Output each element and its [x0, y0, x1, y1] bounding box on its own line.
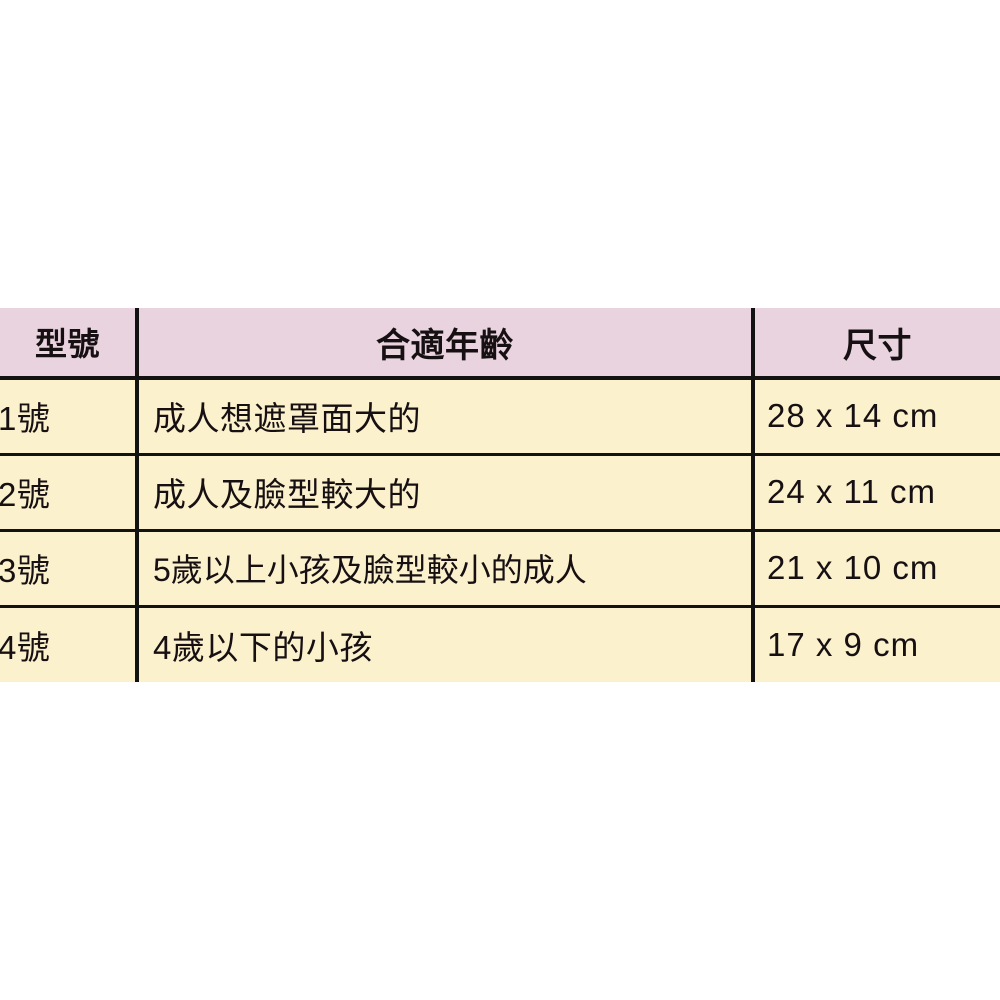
table-body: 1號 成人想遮罩面大的 28 x 14 cm 2號 成人及臉型較大的 24 x … [0, 378, 1000, 682]
cell-size: 17 x 9 cm [751, 604, 1000, 682]
cell-age: 5歲以上小孩及臉型較小的成人 [135, 528, 753, 606]
cell-age: 4歲以下的小孩 [135, 604, 753, 682]
cell-age: 成人想遮罩面大的 [135, 378, 753, 454]
table-row: 1號 成人想遮罩面大的 28 x 14 cm [0, 378, 1000, 454]
cell-model: 2號 [0, 452, 137, 530]
table-row: 2號 成人及臉型較大的 24 x 11 cm [0, 452, 1000, 530]
table-row: 4號 4歲以下的小孩 17 x 9 cm [0, 604, 1000, 682]
column-header-model: 型號 [0, 308, 137, 380]
column-header-size: 尺寸 [751, 308, 1000, 380]
cell-model: 1號 [0, 378, 137, 454]
column-header-age: 合適年齡 [135, 308, 753, 380]
table-header: 型號 合適年齡 尺寸 [0, 308, 1000, 380]
table-row: 3號 5歲以上小孩及臉型較小的成人 21 x 10 cm [0, 528, 1000, 606]
cell-size: 24 x 11 cm [751, 452, 1000, 530]
table-header-row: 型號 合適年齡 尺寸 [0, 308, 1000, 380]
cell-model: 4號 [0, 604, 137, 682]
cell-size: 28 x 14 cm [751, 378, 1000, 454]
cell-age: 成人及臉型較大的 [135, 452, 753, 530]
cell-size: 21 x 10 cm [751, 528, 1000, 606]
cell-model: 3號 [0, 528, 137, 606]
size-chart-table: 型號 合適年齡 尺寸 1號 成人想遮罩面大的 28 x 14 cm 2號 成人及… [0, 308, 1000, 682]
